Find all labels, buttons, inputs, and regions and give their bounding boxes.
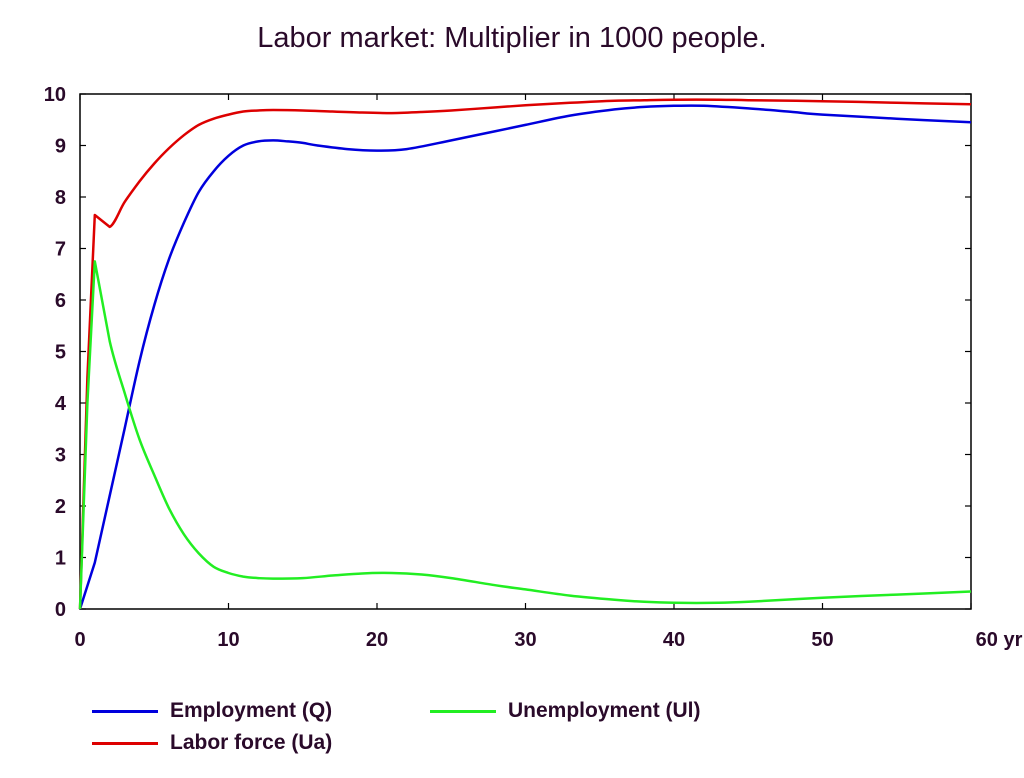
x-tick-label: 30 — [514, 629, 536, 651]
legend-label-labor-force: Labor force (Ua) — [170, 731, 333, 754]
legend-label-employment: Employment (Q) — [170, 699, 333, 722]
x-tick-label: 60 yr — [976, 629, 1023, 651]
y-tick-label: 8 — [55, 187, 66, 209]
y-tick-label: 1 — [55, 548, 66, 570]
y-tick-label: 6 — [55, 290, 66, 312]
y-tick-label: 9 — [55, 136, 66, 158]
x-tick-label: 50 — [811, 629, 833, 651]
legend-item-labor-force: Labor force (Ua) — [92, 731, 332, 755]
y-tick-label: 10 — [44, 84, 66, 106]
y-tick-label: 4 — [55, 393, 67, 415]
legend-label-unemployment: Unemployment (Ul) — [508, 699, 701, 722]
series-line-unemployment — [78, 260, 972, 610]
y-tick-label: 7 — [55, 239, 66, 261]
x-tick-label: 0 — [74, 629, 85, 651]
x-tick-label: 10 — [217, 629, 239, 651]
legend-swatch-labor-force — [92, 741, 158, 745]
legend-swatch-employment — [92, 709, 158, 713]
legend-item-employment: Employment (Q) — [92, 699, 332, 723]
series-line-labor-force — [78, 98, 972, 610]
axis-ticks: 0 1 2 3 4 5 6 7 8 9 10 0 10 20 30 40 50 60 yr — [44, 84, 1023, 651]
legend-item-unemployment: Unemployment (Ul) — [430, 699, 701, 723]
x-tick-label: 40 — [663, 629, 685, 651]
y-tick-label: 3 — [55, 445, 66, 467]
chart-title: Labor market: Multiplier in 1000 people. — [257, 22, 767, 54]
x-tick-label: 20 — [366, 629, 388, 651]
y-tick-label: 5 — [55, 342, 66, 364]
y-tick-label: 2 — [55, 496, 66, 518]
series-line-employment — [78, 104, 972, 610]
legend-swatch-unemployment — [430, 709, 496, 713]
y-tick-label: 0 — [55, 599, 66, 621]
series-lines — [78, 98, 972, 610]
